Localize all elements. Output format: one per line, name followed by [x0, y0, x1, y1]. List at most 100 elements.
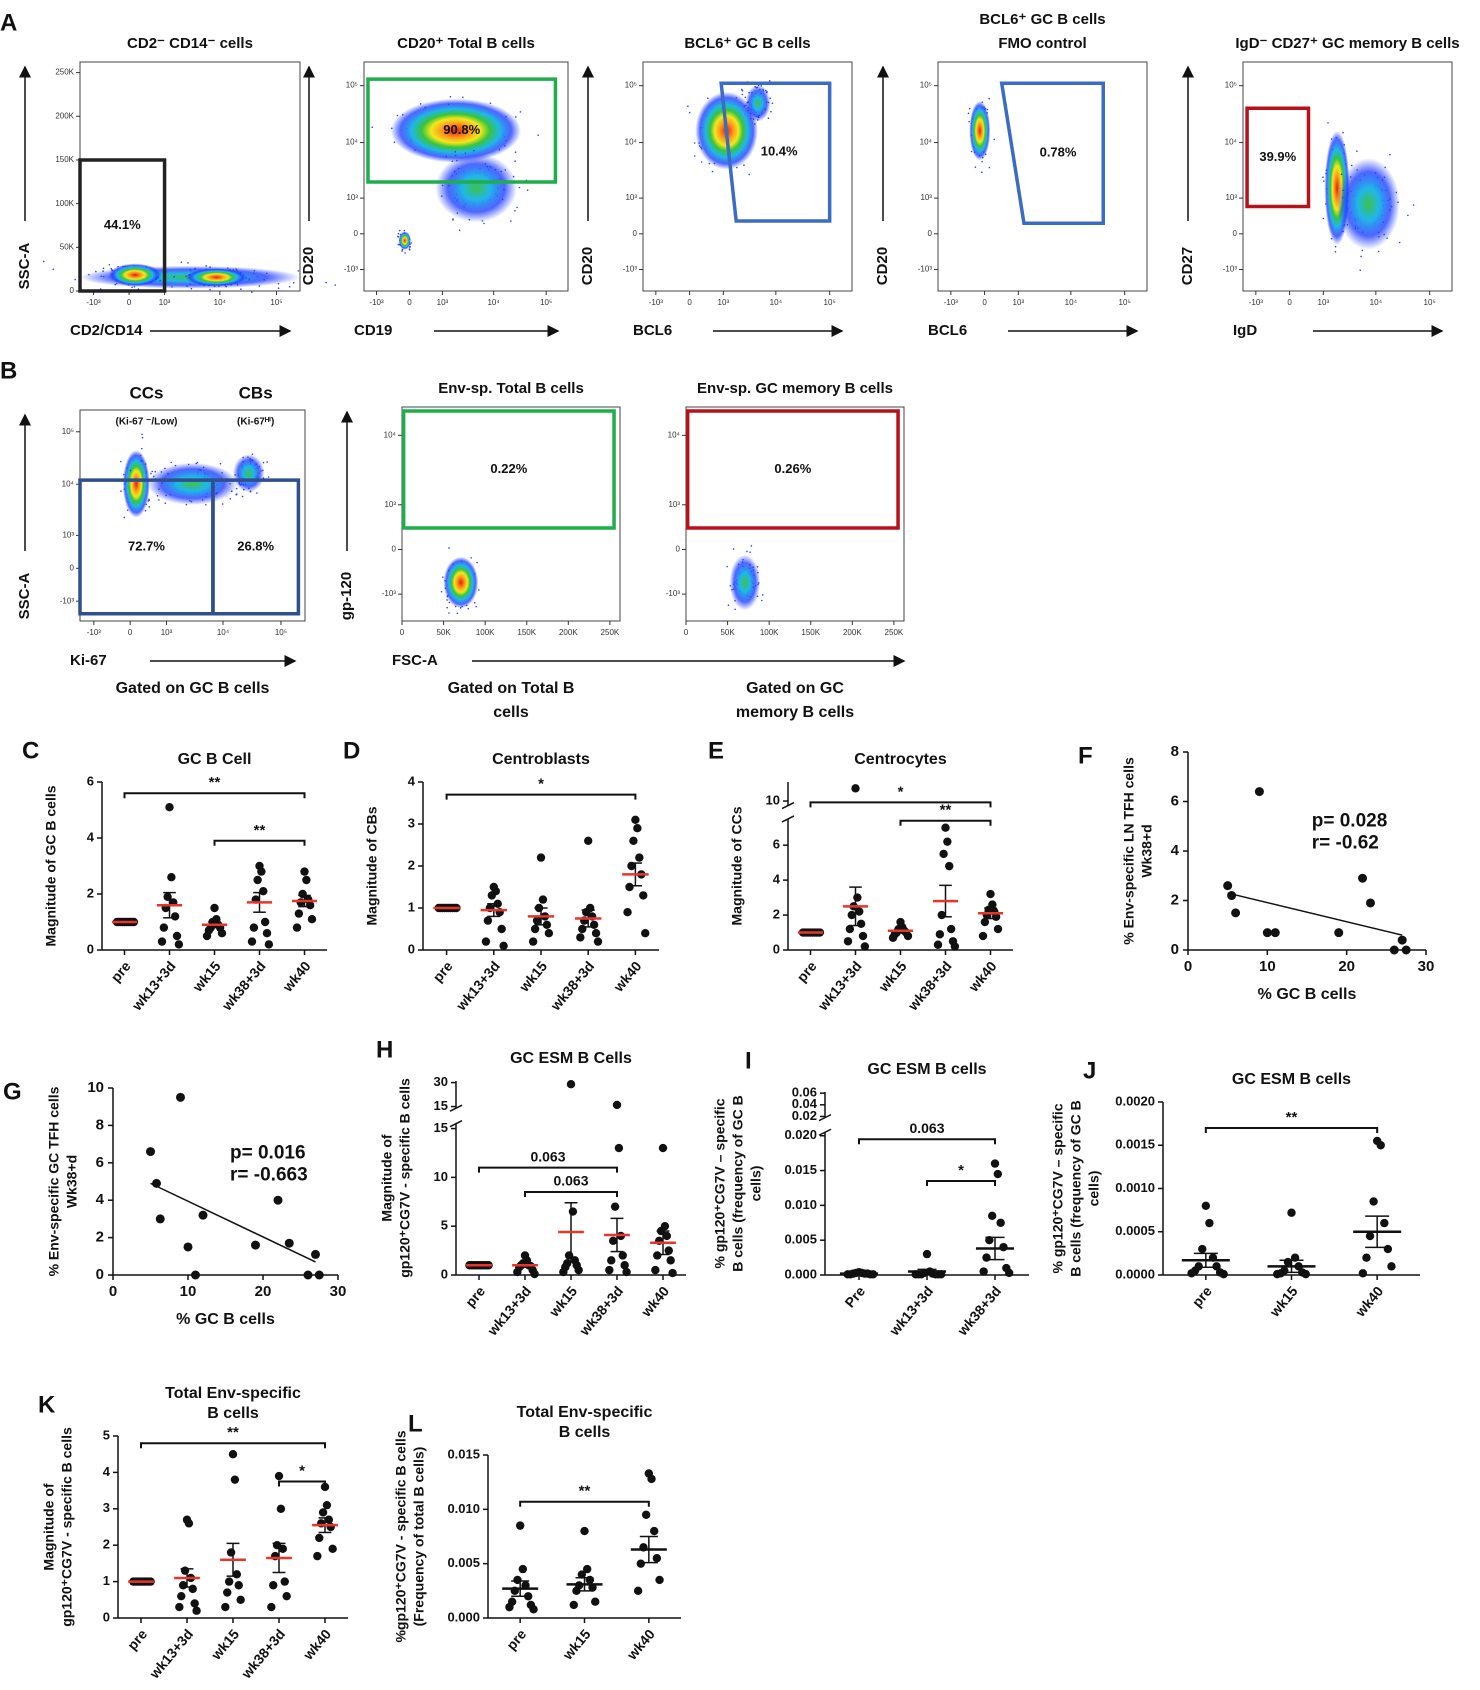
density-dot [458, 229, 461, 232]
y-tick-label: 0.0010 [1115, 1180, 1155, 1195]
data-point [853, 893, 862, 902]
density-dot [448, 612, 450, 614]
density-dot [219, 462, 222, 465]
density-dot [442, 576, 444, 578]
data-point [591, 1597, 600, 1606]
gate-subname: (Ki-67 ⁻/Low) [116, 417, 178, 428]
density-dot [970, 150, 973, 153]
y-tick-label: 150K [55, 155, 74, 164]
density-dot [510, 220, 512, 222]
data-point [651, 1265, 660, 1275]
density-dot [514, 209, 516, 212]
data-point [530, 1269, 539, 1279]
x-tick-label: wk40 [1351, 1283, 1386, 1320]
caption: Gated on GC B cells [116, 680, 270, 697]
data-point [515, 1521, 525, 1530]
density-dot [102, 270, 104, 273]
density-dot [749, 551, 751, 553]
y-tick-label: 0 [354, 229, 359, 238]
x-tick-label: 0 [687, 298, 692, 307]
data-point [559, 1267, 568, 1277]
data-point [1401, 945, 1411, 955]
data-point [978, 931, 988, 941]
density-dot [189, 283, 192, 286]
panel-letter: K [38, 1391, 56, 1418]
data-point [322, 1500, 332, 1510]
y-tick-label: 250K [55, 68, 74, 77]
plot-frame [937, 61, 1148, 292]
x-tick-label: pre [124, 1626, 150, 1653]
plot-title: IgD⁻ CD27⁺ GC memory B cells [1235, 35, 1459, 52]
data-point [155, 1214, 165, 1224]
y-tick-label: 10⁵ [1225, 81, 1237, 90]
density-dot [221, 503, 224, 505]
data-point [257, 867, 266, 876]
density-dot [514, 151, 517, 153]
y-axis-label: Magnitude of [379, 1134, 395, 1221]
density-dot [186, 285, 188, 288]
x-axis-label: % GC B cells [176, 1311, 275, 1328]
density-dot [253, 269, 256, 272]
density-dot [727, 604, 730, 606]
data-point [1376, 1141, 1385, 1150]
density-dot [993, 138, 996, 141]
x-tick-label: 10⁴ [487, 298, 500, 307]
density-dot [744, 96, 747, 99]
x-tick-label: -10³ [1249, 298, 1264, 307]
density-dot [515, 116, 517, 118]
data-point [580, 1526, 589, 1536]
x-tick-label: 10³ [718, 298, 730, 307]
density-dot [251, 291, 253, 293]
y-tick-label: 10⁵ [62, 427, 74, 436]
y-tick-label: 1 [408, 899, 415, 914]
x-tick-label: 10⁵ [540, 298, 552, 307]
density-dot [371, 126, 374, 129]
gate [211, 478, 301, 616]
data-point [184, 1519, 194, 1528]
y-tick-label: 0 [441, 1266, 448, 1281]
y-tick-label: 10⁴ [62, 479, 75, 488]
data-point [1205, 1218, 1214, 1228]
plot-title: Total Env-specific [165, 1385, 301, 1402]
data-point [307, 915, 317, 924]
x-tick-label: pre [429, 958, 455, 985]
density-dot [187, 262, 189, 264]
data-point [513, 1267, 522, 1277]
y-axis-label: SSC-A [16, 242, 33, 289]
density-dot [988, 97, 991, 100]
data-point [280, 1577, 289, 1586]
density-dot [732, 548, 735, 550]
density-dot [743, 105, 746, 107]
density-dot [334, 284, 336, 286]
data-point [223, 1588, 232, 1597]
data-point [1369, 1197, 1378, 1206]
gate-label: 26.8% [237, 538, 274, 553]
density-dot [688, 111, 691, 114]
data-point [190, 1599, 199, 1608]
y-tick-label: 0.000 [447, 1609, 480, 1624]
x-tick-label: wk13+3d [145, 1626, 196, 1682]
x-tick-label: wk38+3d [547, 958, 598, 1014]
y-tick-label: 0.005 [784, 1232, 817, 1247]
density-cloud [185, 268, 248, 287]
density-dot [251, 453, 254, 456]
data-point [1273, 1269, 1282, 1279]
y-tick-label: 5 [441, 1218, 448, 1233]
density-cloud [1337, 158, 1400, 250]
data-point [1223, 881, 1233, 891]
data-point [1254, 787, 1264, 797]
significance-bracket [899, 819, 992, 826]
y-tick-label: 0 [96, 1266, 104, 1283]
density-cloud [398, 231, 411, 250]
data-point [845, 924, 855, 934]
x-tick-label: 100K [760, 628, 779, 637]
data-point [318, 1508, 328, 1517]
y-tick-label: 4 [87, 829, 95, 844]
density-dot [743, 164, 745, 166]
y-tick-label: 4 [96, 1191, 105, 1208]
y-axis-label: gp-120 [338, 572, 355, 620]
data-point [176, 1092, 185, 1102]
y-tick-label: 15 [434, 1098, 448, 1113]
x-tick-label: wk40 [279, 958, 314, 995]
data-point [622, 1267, 631, 1277]
